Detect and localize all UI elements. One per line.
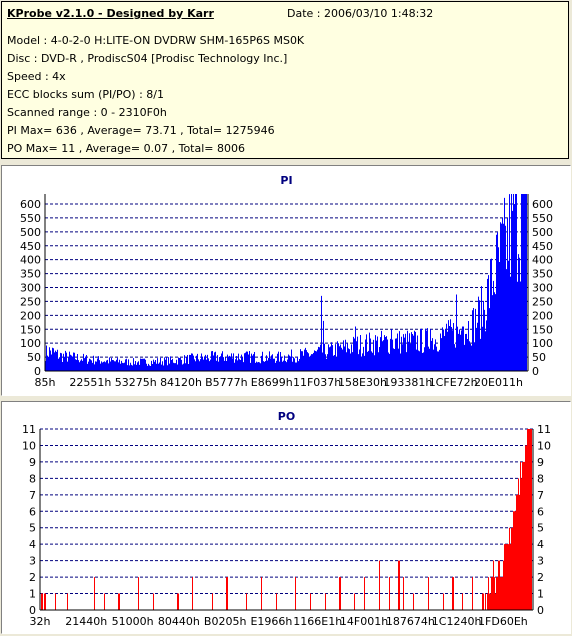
x-tick-label: E1966h bbox=[250, 615, 292, 628]
y-tick-label-left: 10 bbox=[22, 439, 36, 452]
y-tick-label-right: 100 bbox=[532, 337, 553, 350]
app-title: KProbe v2.1.0 - Designed by Karr bbox=[7, 7, 214, 20]
y-tick-label-left: 600 bbox=[20, 198, 41, 211]
y-tick-label-right: 1 bbox=[537, 588, 544, 601]
plot-area bbox=[40, 429, 533, 610]
y-tick-label-right: 400 bbox=[532, 254, 553, 267]
x-tick-label: E8699h bbox=[251, 376, 293, 389]
x-tick-label: 32h bbox=[30, 615, 51, 628]
y-tick-label-right: 6 bbox=[537, 505, 544, 518]
y-tick-label-left: 9 bbox=[29, 456, 36, 469]
speed-line: Speed : 4x bbox=[7, 70, 66, 83]
y-tick-label-right: 250 bbox=[532, 295, 553, 308]
y-tick-label-left: 0 bbox=[29, 604, 36, 617]
x-tick-label: B5777h bbox=[205, 376, 248, 389]
y-tick-label-right: 0 bbox=[532, 365, 539, 378]
y-tick-label-left: 50 bbox=[27, 351, 41, 364]
x-tick-label: 84120h bbox=[160, 376, 202, 389]
y-tick-label-left: 4 bbox=[29, 538, 36, 551]
y-tick-label-right: 4 bbox=[537, 538, 544, 551]
x-tick-label: 187674h bbox=[386, 615, 435, 628]
y-tick-label-right: 350 bbox=[532, 268, 553, 281]
y-tick-label-left: 0 bbox=[34, 365, 41, 378]
y-tick-label-left: 400 bbox=[20, 254, 41, 267]
y-tick-label-right: 11 bbox=[537, 423, 551, 436]
y-tick-label-right: 150 bbox=[532, 323, 553, 336]
x-tick-label: 51000h bbox=[112, 615, 154, 628]
x-tick-label: 21440h bbox=[65, 615, 107, 628]
x-tick-label: 158E30h bbox=[338, 376, 387, 389]
y-tick-label-left: 3 bbox=[29, 555, 36, 568]
model-line: Model : 4-0-2-0 H:LITE-ON DVDRW SHM-165P… bbox=[7, 34, 305, 47]
y-tick-label-right: 8 bbox=[537, 472, 544, 485]
y-tick-label-right: 300 bbox=[532, 282, 553, 295]
y-tick-label-right: 500 bbox=[532, 226, 553, 239]
y-tick-label-right: 200 bbox=[532, 309, 553, 322]
y-tick-label-left: 100 bbox=[20, 337, 41, 350]
y-tick-label-left: 6 bbox=[29, 505, 36, 518]
y-tick-label-left: 500 bbox=[20, 226, 41, 239]
y-tick-label-right: 9 bbox=[537, 456, 544, 469]
x-tick-label: 85h bbox=[35, 376, 56, 389]
x-tick-label: 1FD60Eh bbox=[478, 615, 528, 628]
y-tick-label-left: 7 bbox=[29, 489, 36, 502]
ecc-line: ECC blocks sum (PI/PO) : 8/1 bbox=[7, 88, 164, 101]
y-tick-label-left: 200 bbox=[20, 309, 41, 322]
po-summary: PO Max= 11 , Average= 0.07 , Total= 8006 bbox=[7, 142, 245, 155]
y-tick-label-right: 10 bbox=[537, 439, 551, 452]
y-tick-label-left: 300 bbox=[20, 282, 41, 295]
y-tick-label-right: 5 bbox=[537, 522, 544, 535]
y-tick-label-left: 450 bbox=[20, 240, 41, 253]
x-tick-label: 11F037h bbox=[293, 376, 341, 389]
y-tick-label-right: 550 bbox=[532, 212, 553, 225]
x-tick-label: 1CFE72h bbox=[429, 376, 478, 389]
y-tick-label-right: 0 bbox=[537, 604, 544, 617]
x-tick-label: B0205h bbox=[204, 615, 247, 628]
x-tick-label: 20E011h bbox=[474, 376, 523, 389]
plot-area bbox=[45, 194, 528, 371]
y-tick-label-right: 50 bbox=[532, 351, 546, 364]
chart-title: PI bbox=[280, 174, 292, 187]
y-tick-label-right: 600 bbox=[532, 198, 553, 211]
range-line: Scanned range : 0 - 2310F0h bbox=[7, 106, 167, 119]
x-tick-label: 53275h bbox=[115, 376, 157, 389]
bar-series bbox=[41, 429, 532, 610]
y-tick-label-left: 250 bbox=[20, 295, 41, 308]
bar-series bbox=[45, 194, 527, 371]
x-tick-label: 193381h bbox=[383, 376, 432, 389]
x-tick-label: 22551h bbox=[69, 376, 111, 389]
y-tick-label-left: 5 bbox=[29, 522, 36, 535]
y-tick-label-left: 150 bbox=[20, 323, 41, 336]
chart-title: PO bbox=[278, 410, 295, 423]
x-tick-label: 14F001h bbox=[340, 615, 388, 628]
y-tick-label-left: 11 bbox=[22, 423, 36, 436]
x-tick-label: 80440h bbox=[158, 615, 200, 628]
y-tick-label-left: 2 bbox=[29, 571, 36, 584]
y-tick-label-left: 350 bbox=[20, 268, 41, 281]
pi-chart-panel: PI 0 0 50 50 100 100 150 150 200 200 250 250 300 300 35… bbox=[1, 165, 571, 396]
y-tick-label-left: 1 bbox=[29, 588, 36, 601]
pi-summary: PI Max= 636 , Average= 73.71 , Total= 12… bbox=[7, 124, 275, 137]
info-panel: KProbe v2.1.0 - Designed by Karr Date : … bbox=[1, 1, 569, 159]
y-tick-label-right: 3 bbox=[537, 555, 544, 568]
po-chart-panel: PO 0 0 1 1 2 2 3 3 4 4 5 5 6 6 7 7 8 8 9 9 10 10 11 11 32h 21440h 5… bbox=[1, 401, 571, 634]
y-tick-label-right: 2 bbox=[537, 571, 544, 584]
y-tick-label-left: 8 bbox=[29, 472, 36, 485]
x-tick-label: 1C1240h bbox=[432, 615, 482, 628]
scan-date: Date : 2006/03/10 1:48:32 bbox=[287, 7, 434, 20]
y-tick-label-right: 450 bbox=[532, 240, 553, 253]
x-tick-label: 1166E1h bbox=[293, 615, 342, 628]
y-tick-label-left: 550 bbox=[20, 212, 41, 225]
y-tick-label-right: 7 bbox=[537, 489, 544, 502]
disc-line: Disc : DVD-R , ProdiscS04 [Prodisc Techn… bbox=[7, 52, 288, 65]
